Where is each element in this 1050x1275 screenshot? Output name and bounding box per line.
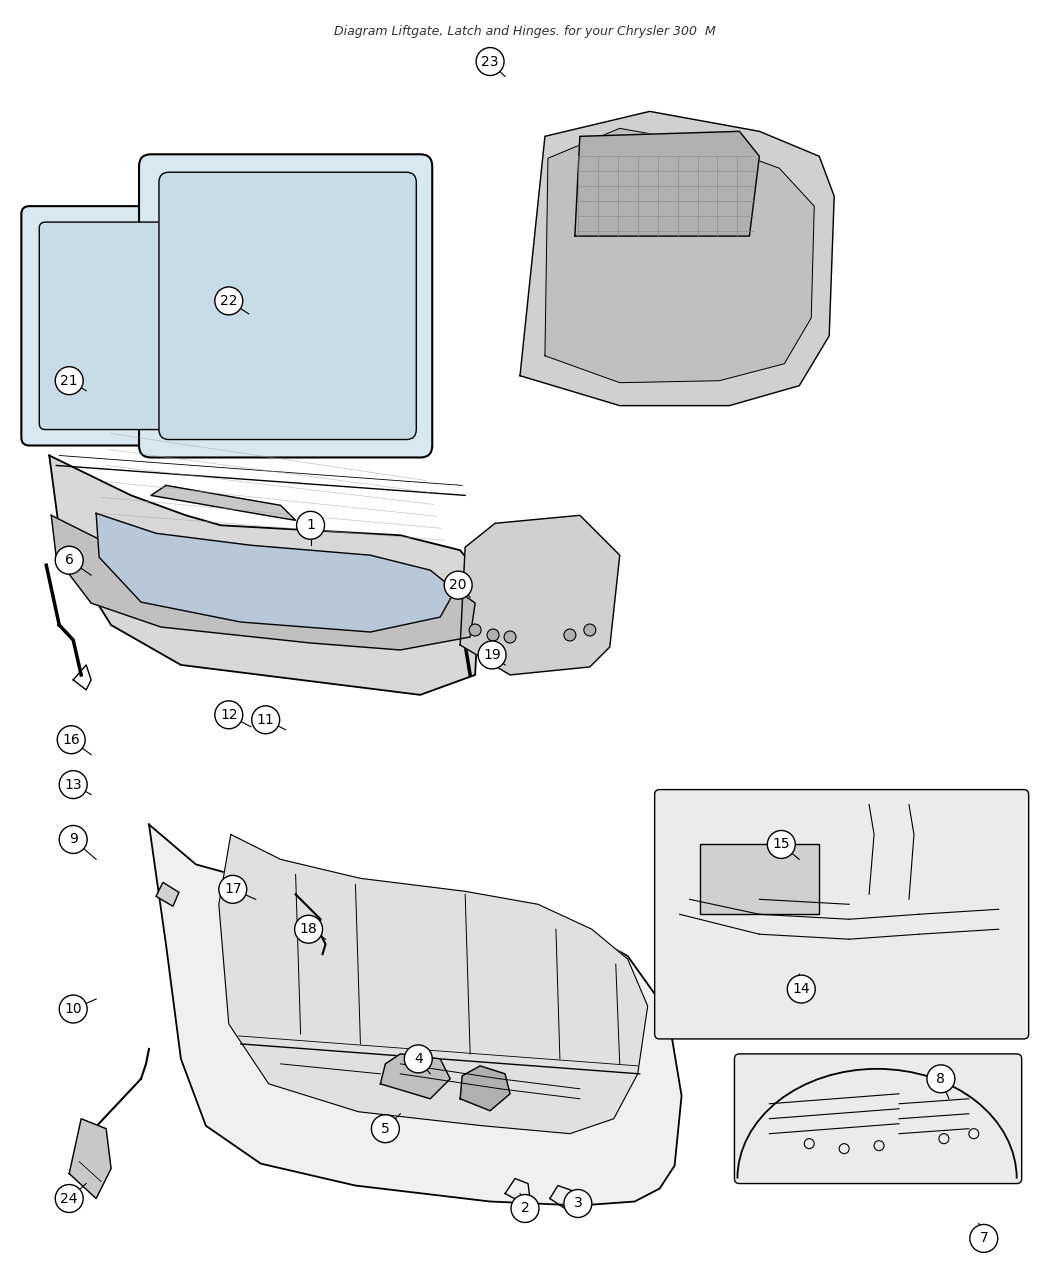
FancyBboxPatch shape	[734, 1054, 1022, 1183]
Text: 7: 7	[980, 1232, 988, 1246]
Text: 14: 14	[793, 982, 811, 996]
Text: 24: 24	[61, 1192, 78, 1205]
Polygon shape	[574, 131, 759, 236]
Text: 1: 1	[307, 519, 315, 532]
Text: 16: 16	[62, 733, 80, 747]
Circle shape	[59, 994, 87, 1023]
Circle shape	[296, 511, 324, 539]
Circle shape	[59, 770, 87, 798]
Circle shape	[768, 830, 795, 858]
Circle shape	[478, 641, 506, 669]
FancyBboxPatch shape	[654, 789, 1029, 1039]
Circle shape	[56, 367, 83, 395]
Circle shape	[584, 623, 595, 636]
Circle shape	[218, 876, 247, 903]
Circle shape	[564, 1190, 592, 1218]
FancyBboxPatch shape	[21, 207, 229, 445]
Circle shape	[56, 546, 83, 574]
Polygon shape	[520, 111, 834, 405]
Circle shape	[469, 623, 481, 636]
Text: 22: 22	[220, 295, 237, 307]
FancyBboxPatch shape	[139, 154, 433, 458]
Circle shape	[215, 701, 243, 729]
Circle shape	[295, 915, 322, 944]
Text: 23: 23	[481, 55, 499, 69]
Text: 2: 2	[521, 1201, 529, 1215]
Polygon shape	[545, 129, 814, 382]
Polygon shape	[460, 1066, 510, 1111]
Polygon shape	[218, 834, 648, 1133]
Polygon shape	[380, 1054, 450, 1099]
Circle shape	[372, 1114, 399, 1142]
Text: 8: 8	[937, 1072, 945, 1086]
Bar	[699, 844, 819, 914]
Text: 17: 17	[224, 882, 242, 896]
Polygon shape	[97, 514, 456, 632]
Text: 11: 11	[257, 713, 274, 727]
Circle shape	[252, 706, 279, 733]
Circle shape	[404, 1046, 433, 1072]
Circle shape	[56, 1184, 83, 1213]
Circle shape	[564, 629, 575, 641]
Circle shape	[59, 825, 87, 853]
Polygon shape	[156, 882, 178, 907]
Polygon shape	[49, 455, 480, 695]
Text: 13: 13	[64, 778, 82, 792]
Text: 10: 10	[64, 1002, 82, 1016]
Text: Diagram Liftgate, Latch and Hinges. for your Chrysler 300  M: Diagram Liftgate, Latch and Hinges. for …	[334, 26, 716, 38]
FancyBboxPatch shape	[39, 222, 213, 430]
Text: 15: 15	[773, 838, 791, 852]
FancyBboxPatch shape	[159, 172, 416, 440]
Circle shape	[970, 1224, 998, 1252]
Text: 6: 6	[65, 553, 74, 567]
Text: 3: 3	[573, 1196, 583, 1210]
Text: 5: 5	[381, 1122, 390, 1136]
Circle shape	[927, 1065, 954, 1093]
Polygon shape	[51, 515, 476, 650]
Polygon shape	[69, 1118, 111, 1198]
Polygon shape	[460, 515, 620, 674]
Text: 21: 21	[61, 374, 78, 388]
Text: 19: 19	[483, 648, 501, 662]
Text: 20: 20	[449, 578, 467, 592]
Circle shape	[504, 631, 516, 643]
Text: 4: 4	[414, 1052, 423, 1066]
Circle shape	[215, 287, 243, 315]
Polygon shape	[149, 825, 681, 1205]
Text: 18: 18	[299, 922, 317, 936]
Circle shape	[487, 629, 499, 641]
Circle shape	[511, 1195, 539, 1223]
Text: 12: 12	[219, 708, 237, 722]
Text: 9: 9	[68, 833, 78, 847]
Circle shape	[444, 571, 472, 599]
Circle shape	[788, 975, 815, 1003]
Circle shape	[58, 725, 85, 754]
Circle shape	[476, 47, 504, 75]
Polygon shape	[151, 486, 296, 520]
